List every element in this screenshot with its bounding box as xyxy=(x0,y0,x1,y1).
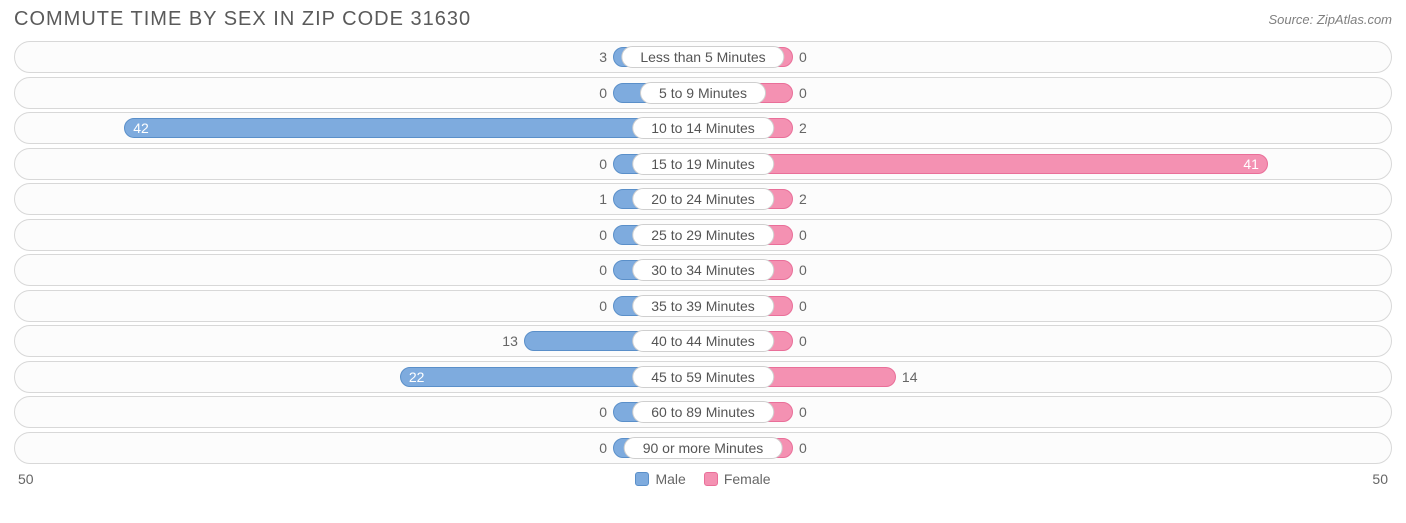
axis-left-label: 50 xyxy=(18,471,34,487)
value-female: 0 xyxy=(799,404,807,420)
axis-right-label: 50 xyxy=(1372,471,1388,487)
category-pill: 30 to 34 Minutes xyxy=(632,259,774,281)
value-male: 3 xyxy=(599,49,607,65)
category-pill: 40 to 44 Minutes xyxy=(632,330,774,352)
category-pill: 15 to 19 Minutes xyxy=(632,153,774,175)
chart-row: 0 41 15 to 19 Minutes xyxy=(14,148,1392,180)
category-pill: 25 to 29 Minutes xyxy=(632,224,774,246)
swatch-male xyxy=(635,472,649,486)
legend: Male Female xyxy=(635,471,770,487)
legend-label-female: Female xyxy=(724,471,771,487)
value-female: 0 xyxy=(799,85,807,101)
bar-female: 41 xyxy=(703,154,1268,174)
category-pill: Less than 5 Minutes xyxy=(621,46,784,68)
category-pill: 45 to 59 Minutes xyxy=(632,366,774,388)
value-female: 0 xyxy=(799,440,807,456)
category-pill: 35 to 39 Minutes xyxy=(632,295,774,317)
chart-row: 1 2 20 to 24 Minutes xyxy=(14,183,1392,215)
bar-male: 42 xyxy=(124,118,703,138)
value-male: 0 xyxy=(599,85,607,101)
value-female: 0 xyxy=(799,49,807,65)
value-female: 14 xyxy=(902,369,918,385)
value-female: 0 xyxy=(799,227,807,243)
chart-row: 3 0 Less than 5 Minutes xyxy=(14,41,1392,73)
value-female: 0 xyxy=(799,262,807,278)
value-male: 0 xyxy=(599,298,607,314)
chart-row: 0 0 90 or more Minutes xyxy=(14,432,1392,464)
chart-source: Source: ZipAtlas.com xyxy=(1268,8,1392,27)
category-pill: 5 to 9 Minutes xyxy=(640,82,766,104)
value-male: 42 xyxy=(133,120,149,136)
chart-area: 3 0 Less than 5 Minutes 0 0 5 to 9 Minutes 42 2… xyxy=(0,41,1406,464)
legend-item-male: Male xyxy=(635,471,685,487)
chart-row: 22 14 45 to 59 Minutes xyxy=(14,361,1392,393)
value-female: 2 xyxy=(799,120,807,136)
value-male: 0 xyxy=(599,227,607,243)
value-male: 22 xyxy=(409,369,425,385)
swatch-female xyxy=(704,472,718,486)
chart-row: 13 0 40 to 44 Minutes xyxy=(14,325,1392,357)
legend-label-male: Male xyxy=(655,471,685,487)
value-male: 0 xyxy=(599,156,607,172)
value-female: 0 xyxy=(799,298,807,314)
category-pill: 10 to 14 Minutes xyxy=(632,117,774,139)
chart-title: COMMUTE TIME BY SEX IN ZIP CODE 31630 xyxy=(14,8,471,31)
chart-row: 42 2 10 to 14 Minutes xyxy=(14,112,1392,144)
chart-header: COMMUTE TIME BY SEX IN ZIP CODE 31630 So… xyxy=(0,0,1406,41)
value-male: 0 xyxy=(599,404,607,420)
chart-row: 0 0 5 to 9 Minutes xyxy=(14,77,1392,109)
chart-row: 0 0 60 to 89 Minutes xyxy=(14,396,1392,428)
chart-row: 0 0 25 to 29 Minutes xyxy=(14,219,1392,251)
chart-row: 0 0 35 to 39 Minutes xyxy=(14,290,1392,322)
value-female: 0 xyxy=(799,333,807,349)
value-female: 41 xyxy=(1243,156,1259,172)
category-pill: 20 to 24 Minutes xyxy=(632,188,774,210)
value-female: 2 xyxy=(799,191,807,207)
value-male: 1 xyxy=(599,191,607,207)
category-pill: 60 to 89 Minutes xyxy=(632,401,774,423)
chart-footer: 50 Male Female 50 xyxy=(0,467,1406,487)
value-male: 0 xyxy=(599,262,607,278)
legend-item-female: Female xyxy=(704,471,771,487)
chart-row: 0 0 30 to 34 Minutes xyxy=(14,254,1392,286)
category-pill: 90 or more Minutes xyxy=(624,437,783,459)
value-male: 0 xyxy=(599,440,607,456)
value-male: 13 xyxy=(502,333,518,349)
